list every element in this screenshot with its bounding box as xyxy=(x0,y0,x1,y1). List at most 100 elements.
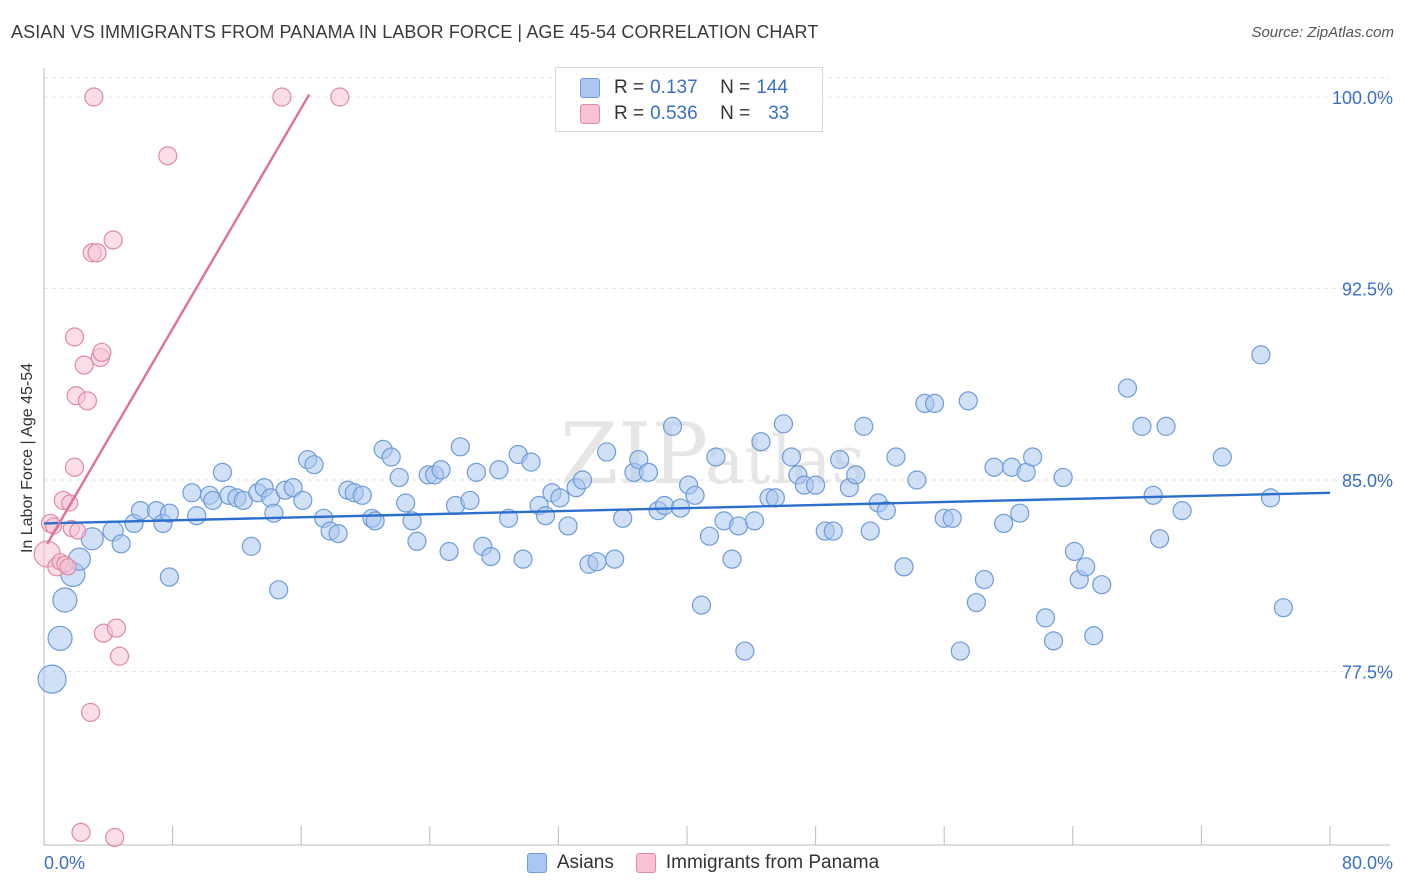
point-asians xyxy=(293,490,313,511)
point-asians xyxy=(907,470,927,490)
legend-swatch-asians xyxy=(526,853,547,873)
point-asians xyxy=(558,516,578,536)
point-asians xyxy=(389,467,409,488)
point-asians xyxy=(111,534,131,554)
y-tick-label: 85.0% xyxy=(1342,471,1393,491)
point-asians xyxy=(728,516,749,536)
point-panama xyxy=(81,702,101,722)
point-asians xyxy=(1035,608,1056,628)
point-asians xyxy=(203,490,223,511)
chart-title: ASIAN VS IMMIGRANTS FROM PANAMA IN LABOR… xyxy=(11,22,819,42)
point-panama xyxy=(272,87,292,107)
point-asians xyxy=(662,416,683,436)
point-asians xyxy=(1132,416,1152,436)
legend-n-label: N = xyxy=(720,77,751,98)
point-asians xyxy=(1172,501,1192,521)
series-asians xyxy=(37,345,1293,694)
point-panama xyxy=(84,87,104,107)
point-asians xyxy=(1273,598,1293,618)
legend-swatch-panama xyxy=(635,853,656,873)
point-asians xyxy=(212,462,233,482)
point-panama xyxy=(106,618,126,638)
point-panama xyxy=(74,355,94,375)
point-asians xyxy=(994,513,1014,534)
point-asians xyxy=(439,541,459,562)
x-tick-label: 0.0% xyxy=(44,853,85,873)
point-asians xyxy=(352,485,372,505)
point-asians xyxy=(984,457,1004,477)
point-panama xyxy=(105,827,125,848)
point-asians xyxy=(830,449,850,470)
point-asians xyxy=(1010,503,1030,523)
point-asians xyxy=(974,569,994,590)
point-asians xyxy=(1053,467,1073,488)
legend-r-label: R = xyxy=(614,103,645,124)
point-asians xyxy=(735,641,755,661)
point-asians xyxy=(431,460,451,480)
point-asians xyxy=(605,549,625,569)
legend-item-asians[interactable]: Asians xyxy=(526,852,614,874)
axes xyxy=(43,68,1390,846)
point-asians xyxy=(521,452,541,472)
point-asians xyxy=(328,524,348,544)
point-asians xyxy=(187,506,207,526)
point-asians xyxy=(1156,416,1176,436)
point-asians xyxy=(1092,575,1112,595)
point-asians xyxy=(773,414,794,434)
trend-lines xyxy=(43,93,1331,545)
point-asians xyxy=(638,462,659,482)
point-asians xyxy=(572,470,593,490)
point-panama xyxy=(71,822,91,842)
point-asians xyxy=(958,391,978,411)
point-asians xyxy=(182,483,202,503)
point-asians xyxy=(1150,529,1170,549)
point-asians xyxy=(481,546,501,567)
series-panama xyxy=(33,87,350,848)
point-asians xyxy=(597,442,617,462)
point-asians xyxy=(613,508,633,528)
point-panama xyxy=(330,87,350,107)
source-note: Source: ZipAtlas.com xyxy=(1251,24,1394,41)
point-panama xyxy=(59,558,77,576)
point-asians xyxy=(489,460,509,480)
point-asians xyxy=(460,490,480,511)
point-asians xyxy=(846,465,866,485)
point-asians xyxy=(654,495,675,516)
point-asians xyxy=(699,526,720,546)
legend-row-panama: R = 0.536 N = 33 xyxy=(580,102,789,126)
point-asians xyxy=(1076,557,1096,577)
point-asians xyxy=(942,508,962,528)
point-asians xyxy=(264,503,284,523)
point-asians xyxy=(513,549,533,569)
legend-n-label: N = xyxy=(720,103,751,124)
point-asians xyxy=(1023,447,1043,467)
legend-n-value: 144 xyxy=(756,77,788,98)
point-asians xyxy=(924,393,945,413)
point-asians xyxy=(269,580,289,600)
point-asians xyxy=(130,501,151,521)
legend-r-value: 0.137 xyxy=(650,77,698,98)
point-asians xyxy=(823,521,843,541)
point-asians xyxy=(805,475,826,495)
point-asians xyxy=(1212,447,1232,467)
legend-item-panama[interactable]: Immigrants from Panama xyxy=(635,852,880,874)
point-asians xyxy=(854,416,874,436)
point-asians xyxy=(950,641,970,661)
point-asians xyxy=(781,447,802,467)
y-tick-label: 92.5% xyxy=(1342,280,1393,300)
point-panama xyxy=(92,342,112,362)
legend-label-panama: Immigrants from Panama xyxy=(665,852,880,873)
gridlines xyxy=(44,77,1390,672)
point-asians xyxy=(765,488,786,508)
point-asians xyxy=(1064,541,1085,562)
point-asians xyxy=(1251,345,1271,365)
point-panama xyxy=(64,457,85,477)
point-asians xyxy=(1143,485,1163,505)
point-asians xyxy=(37,664,67,694)
point-asians xyxy=(1043,631,1064,651)
legend-n-value: 33 xyxy=(768,103,790,124)
point-asians xyxy=(52,587,78,613)
point-asians xyxy=(691,595,712,615)
point-asians xyxy=(402,511,422,531)
point-asians xyxy=(535,506,556,526)
